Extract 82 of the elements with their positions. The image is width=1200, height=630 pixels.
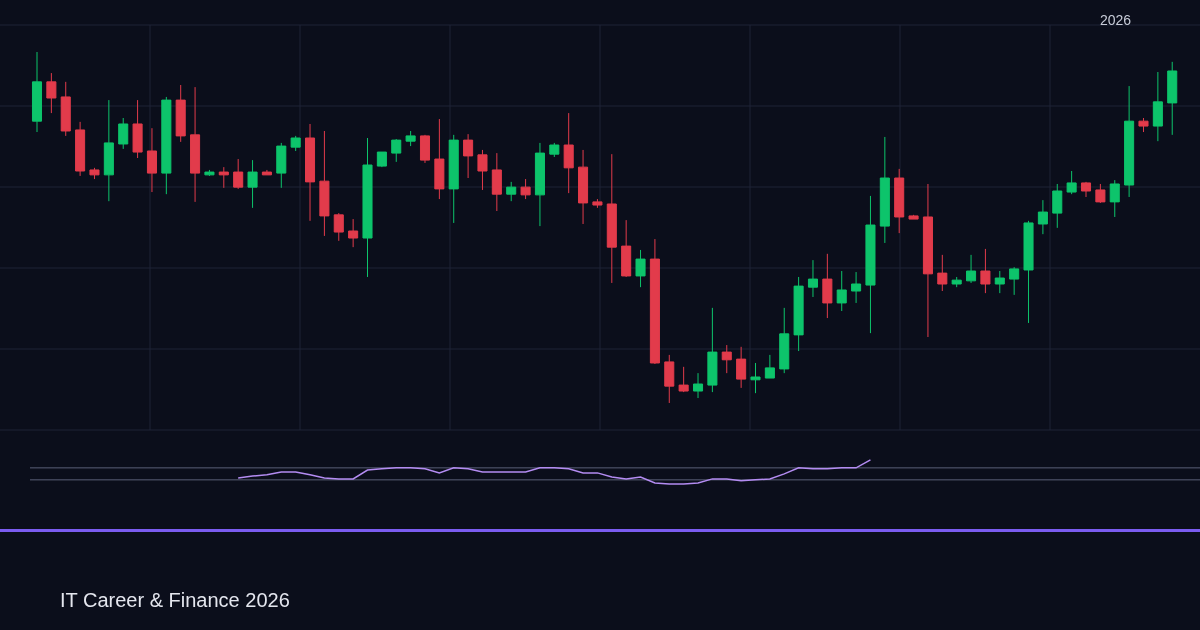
candlestick xyxy=(1009,266,1020,296)
candlestick xyxy=(707,307,718,393)
candlestick xyxy=(793,276,804,352)
candlestick xyxy=(736,346,747,389)
candlestick xyxy=(966,254,977,284)
candlestick xyxy=(419,134,431,164)
candlestick xyxy=(779,307,790,374)
candlestick xyxy=(951,276,962,288)
candlestick xyxy=(606,153,617,284)
candlestick xyxy=(118,117,129,150)
candlestick xyxy=(233,158,244,190)
candlestick xyxy=(1109,179,1120,218)
candlestick xyxy=(563,112,574,194)
candlestick xyxy=(908,214,919,220)
candlestick xyxy=(822,253,833,319)
candlestick xyxy=(664,354,675,404)
candlestick xyxy=(204,169,215,177)
candlestick xyxy=(362,137,373,278)
candlestick xyxy=(448,134,459,224)
candlestick xyxy=(319,130,330,237)
candlestick xyxy=(491,152,502,212)
candlestick xyxy=(218,166,229,189)
candlestick xyxy=(434,118,445,200)
candlestick xyxy=(894,168,905,234)
candlestick xyxy=(175,84,186,143)
candlestick xyxy=(678,366,689,393)
candlestick xyxy=(405,130,416,147)
candlestick xyxy=(937,254,948,292)
candlestick xyxy=(132,99,143,159)
candlestick xyxy=(1124,85,1135,198)
candlestick xyxy=(750,362,761,394)
candlestick xyxy=(305,123,316,222)
candlestick xyxy=(146,127,157,193)
candlestick xyxy=(333,212,344,242)
candlestick xyxy=(1138,117,1149,133)
candlestick xyxy=(376,151,387,168)
text: IT Career & Finance 2026 xyxy=(60,589,290,612)
candlestick xyxy=(1095,183,1106,204)
candlestick xyxy=(31,51,43,133)
candlestick xyxy=(60,81,71,137)
candlestick xyxy=(836,270,847,312)
candlestick xyxy=(103,99,114,202)
candlestick xyxy=(1167,61,1178,136)
candlestick xyxy=(290,135,301,152)
candlestick xyxy=(463,133,474,179)
candlestick xyxy=(549,142,560,158)
candlestick xyxy=(635,249,646,288)
candlestick xyxy=(1066,170,1077,195)
candlestick xyxy=(261,169,272,176)
candlestick xyxy=(649,238,660,365)
candlestick xyxy=(721,344,732,374)
candlestick xyxy=(807,259,819,298)
candlestick xyxy=(1037,199,1048,235)
candlestick xyxy=(506,181,517,202)
candlestick xyxy=(46,72,57,114)
candlestick xyxy=(276,142,287,189)
candlestick xyxy=(1080,181,1092,198)
candlestick xyxy=(692,372,704,399)
candlestick xyxy=(851,271,862,304)
candlestick xyxy=(764,354,775,379)
candlestick xyxy=(247,159,258,209)
candlestick xyxy=(592,198,603,209)
candlestick xyxy=(980,248,991,294)
candlestick xyxy=(520,178,531,200)
candlestick xyxy=(477,149,488,191)
candlestick xyxy=(1152,71,1163,142)
candlestick xyxy=(994,270,1005,294)
candlestick xyxy=(534,142,545,227)
candlestick xyxy=(865,195,876,334)
candlestick xyxy=(75,121,86,177)
candlestick xyxy=(879,136,890,244)
candlestick xyxy=(1023,220,1034,324)
candlestick xyxy=(922,183,933,338)
candlestick xyxy=(348,218,359,248)
candlestick xyxy=(621,219,632,278)
candlestick xyxy=(578,149,589,225)
candlestick xyxy=(89,167,100,180)
candlestick xyxy=(1052,183,1063,229)
candlestick xyxy=(391,138,402,163)
candlestick xyxy=(190,86,201,203)
candlestick xyxy=(161,96,172,195)
text: 2026 xyxy=(1100,12,1132,28)
